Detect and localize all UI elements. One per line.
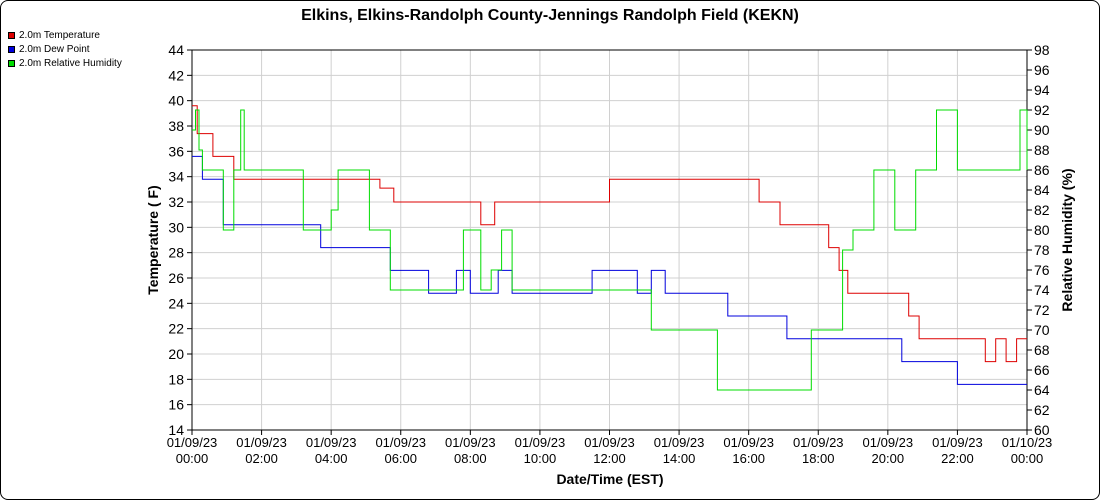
y2-axis-title: Relative Humidity (%) (1059, 168, 1075, 311)
legend-swatch-dew-point (8, 45, 15, 53)
y2-axis: 60 62 64 66 68 70 72 74 76 78 80 82 84 86 88 90 92 94 96 98 (1027, 42, 1050, 438)
legend-item-dew-point: 2.0m Dew Point (8, 42, 122, 56)
x-tick-date: 01/09/23 (515, 435, 566, 450)
x-tick-date: 01/09/23 (236, 435, 287, 450)
y2-tick-label: 72 (1034, 302, 1050, 318)
x-tick-time: 16:00 (732, 451, 765, 466)
x-tick-time: 22:00 (941, 451, 974, 466)
legend-label-dew-point: 2.0m Dew Point (19, 43, 90, 55)
y-tick-label: 42 (168, 67, 184, 83)
x-tick-date: 01/09/23 (306, 435, 357, 450)
y2-tick-label: 62 (1034, 402, 1050, 418)
x-tick-time: 20:00 (872, 451, 905, 466)
y-tick-label: 16 (168, 397, 184, 413)
legend-item-temperature: 2.0m Temperature (8, 28, 122, 42)
x-tick-date: 01/09/23 (167, 435, 218, 450)
y2-tick-label: 76 (1034, 262, 1050, 278)
y2-tick-label: 98 (1034, 42, 1050, 58)
y2-tick-label: 82 (1034, 202, 1050, 218)
y-tick-label: 36 (168, 143, 184, 159)
y2-tick-label: 80 (1034, 222, 1050, 238)
x-tick-date: 01/09/23 (375, 435, 426, 450)
y2-tick-label: 64 (1034, 382, 1050, 398)
x-tick-time: 12:00 (593, 451, 626, 466)
y-tick-label: 34 (168, 169, 184, 185)
x-tick-date: 01/09/23 (654, 435, 705, 450)
y-tick-label: 44 (168, 42, 184, 58)
y-tick-label: 18 (168, 371, 184, 387)
y2-tick-label: 66 (1034, 362, 1050, 378)
x-tick-date: 01/09/23 (723, 435, 774, 450)
y2-tick-label: 86 (1034, 162, 1050, 178)
y-tick-label: 14 (168, 422, 184, 438)
y2-tick-label: 94 (1034, 82, 1050, 98)
x-tick-date: 01/09/23 (445, 435, 496, 450)
y-tick-label: 38 (168, 118, 184, 134)
y-axis-title: Temperature ( F) (145, 185, 161, 294)
x-tick-time: 14:00 (663, 451, 696, 466)
legend-swatch-relative-humidity (8, 59, 15, 67)
y2-tick-label: 88 (1034, 142, 1050, 158)
x-tick-time: 10:00 (524, 451, 557, 466)
x-tick-time: 00:00 (176, 451, 209, 466)
y2-tick-label: 92 (1034, 102, 1050, 118)
y-axis: 14 16 18 20 22 24 26 28 30 32 34 36 38 40 42 44 (168, 42, 192, 438)
series-line-2-0m-dew-point (192, 155, 1027, 385)
grid (191, 49, 1028, 431)
series-line-2-0m-relative-humidity (192, 109, 1028, 391)
x-tick-time: 04:00 (315, 451, 348, 466)
legend-item-relative-humidity: 2.0m Relative Humidity (8, 56, 122, 70)
x-tick-date: 01/09/23 (932, 435, 983, 450)
x-axis: 01/09/2300:0001/09/2302:0001/09/2304:000… (167, 430, 1053, 466)
y2-tick-label: 84 (1034, 182, 1050, 198)
y-tick-label: 26 (168, 270, 184, 286)
legend-label-temperature: 2.0m Temperature (19, 29, 100, 41)
y-tick-label: 28 (168, 245, 184, 261)
x-tick-time: 06:00 (384, 451, 417, 466)
y2-tick-label: 74 (1034, 282, 1050, 298)
y2-tick-label: 60 (1034, 422, 1050, 438)
legend-label-relative-humidity: 2.0m Relative Humidity (19, 57, 122, 69)
x-tick-time: 08:00 (454, 451, 487, 466)
legend: 2.0m Temperature 2.0m Dew Point 2.0m Rel… (8, 28, 122, 70)
y2-tick-label: 96 (1034, 62, 1050, 78)
x-axis-title: Date/Time (EST) (556, 471, 663, 487)
y-tick-label: 20 (168, 346, 184, 362)
y2-tick-label: 90 (1034, 122, 1050, 138)
y-tick-label: 24 (168, 295, 184, 311)
x-tick-date: 01/09/23 (863, 435, 914, 450)
x-tick-time: 02:00 (245, 451, 278, 466)
y-tick-label: 30 (168, 219, 184, 235)
series-group (192, 105, 1028, 391)
y-tick-label: 32 (168, 194, 184, 210)
y-tick-label: 22 (168, 321, 184, 337)
chart-title: Elkins, Elkins-Randolph County-Jennings … (301, 7, 799, 24)
y2-tick-label: 78 (1034, 242, 1050, 258)
x-tick-date: 01/09/23 (584, 435, 635, 450)
y2-tick-label: 70 (1034, 322, 1050, 338)
y2-tick-label: 68 (1034, 342, 1050, 358)
x-tick-time: 00:00 (1011, 451, 1044, 466)
y-tick-label: 40 (168, 93, 184, 109)
x-tick-time: 18:00 (802, 451, 835, 466)
series-line-2-0m-temperature (192, 105, 1027, 363)
x-tick-date: 01/10/23 (1002, 435, 1053, 450)
legend-swatch-temperature (8, 31, 15, 39)
x-tick-date: 01/09/23 (793, 435, 844, 450)
